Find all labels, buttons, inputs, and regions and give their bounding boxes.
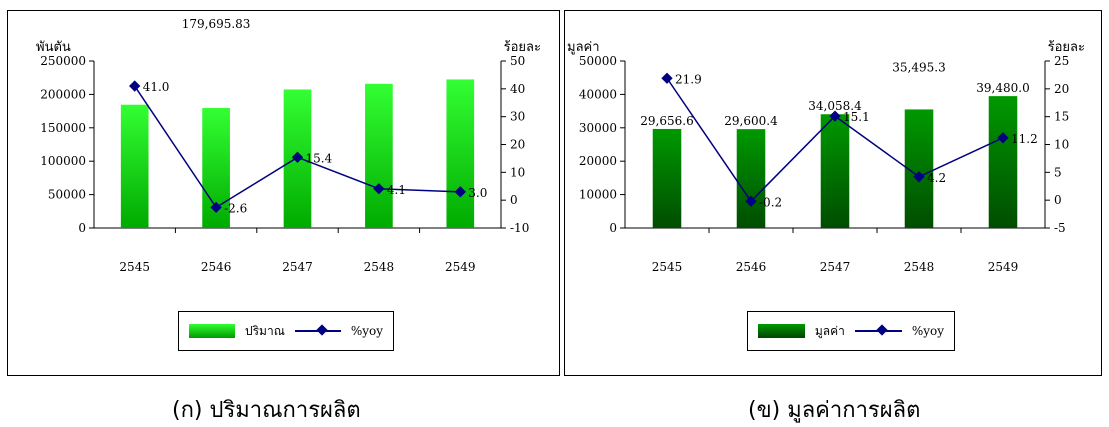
x-tick-label: 2549 (988, 260, 1019, 274)
x-tick-label: 2546 (736, 260, 767, 274)
y-left-tick-label: 200000 (40, 87, 86, 101)
legend-volume: ปริมาณ %yoy (178, 311, 394, 351)
bar-data-label: 39,480.0 (976, 81, 1029, 95)
yoy-data-label: 41.0 (143, 80, 170, 94)
legend-bar-swatch (189, 324, 235, 338)
bar (446, 79, 475, 229)
y-left-tick-label: 50000 (48, 188, 86, 202)
yoy-point (291, 151, 304, 163)
legend-line-marker (294, 324, 341, 338)
chart-volume-svg: พันตัน ร้อยละ 0 50000 100000 150000 200000 2500… (36, 17, 541, 274)
y-right-tick-label: 20 (1054, 82, 1069, 96)
y-left-tick-label: 20000 (579, 154, 617, 168)
y-right-tick-label: 0 (510, 193, 518, 207)
bar-data-label: 35,495.3 (892, 60, 945, 74)
y-right-tick-label: -10 (510, 221, 529, 235)
bar (652, 128, 682, 228)
bar (120, 104, 149, 228)
y-right-tick-label: -5 (1054, 221, 1066, 235)
legend-bar-label: มูลค่า (814, 323, 845, 338)
legend-bar-swatch (758, 324, 805, 338)
yoy-point (745, 195, 757, 207)
x-tick-label: 2548 (364, 260, 395, 274)
yoy-point (129, 80, 141, 92)
bar (988, 96, 1018, 228)
y-right-tick-label: 15 (1054, 110, 1069, 124)
x-tick-label: 2547 (820, 260, 851, 274)
bar (365, 83, 393, 228)
bar (820, 114, 850, 228)
yoy-data-label: 21.9 (675, 72, 702, 86)
y-left-tick-label: 250000 (40, 54, 86, 68)
yoy-point (373, 183, 385, 195)
y-left-tick-label: 40000 (579, 87, 617, 101)
bar (904, 109, 934, 228)
yoy-point (997, 132, 1009, 144)
caption-value: (ข) มูลค่าการผลิต (748, 398, 921, 423)
x-tick-label: 2549 (445, 260, 476, 274)
legend-bar-label: ปริมาณ (244, 323, 285, 338)
y-right-tick-label: 20 (510, 138, 525, 152)
x-tick-label: 2548 (904, 260, 935, 274)
y-right-tick-label: 50 (510, 54, 525, 68)
yoy-point (210, 201, 222, 214)
y-left-tick-label: 30000 (579, 121, 617, 135)
yoy-data-label: 15.4 (306, 151, 333, 165)
x-tick-label: 2547 (282, 260, 313, 274)
x-tick-label: 2546 (201, 260, 232, 274)
y-right-tick-label: 25 (1054, 54, 1069, 68)
yoy-data-label: 4.2 (927, 171, 946, 185)
bar-data-label: 29,600.4 (724, 114, 778, 128)
bar (736, 129, 766, 228)
y-left-axis-title: มูลค่า (567, 40, 600, 55)
y-right-tick-label: 10 (1054, 138, 1069, 152)
chart-panel-volume: พันตัน ร้อยละ 0 50000 100000 150000 200000 2500… (7, 10, 560, 376)
bar-data-label: 29,656.6 (640, 114, 693, 128)
caption-volume: (ก) ปริมาณการผลิต (172, 398, 361, 423)
bar-data-label: 179,695.83 (182, 17, 251, 31)
yoy-data-label: 4.1 (387, 183, 406, 197)
y-left-axis-title: พันตัน (36, 40, 71, 55)
y-right-tick-label: 10 (510, 165, 525, 179)
y-right-axis-title: ร้อยละ (1048, 40, 1085, 55)
legend-line-label: %yoy (350, 324, 383, 338)
y-left-tick-label: 10000 (579, 188, 617, 202)
legend-line-label: %yoy (911, 324, 944, 338)
y-left-tick-label: 100000 (40, 154, 86, 168)
x-tick-label: 2545 (652, 260, 683, 274)
legend-line-marker (854, 324, 902, 338)
x-tick-label: 2545 (119, 260, 150, 274)
y-left-tick-label: 150000 (40, 121, 86, 135)
y-right-tick-label: 30 (510, 110, 525, 124)
y-left-tick-label: 0 (609, 221, 617, 235)
y-right-tick-label: 0 (1054, 193, 1062, 207)
yoy-data-label: -2.6 (224, 201, 247, 215)
chart-panel-value: มูลค่า ร้อยละ 0 10000 20000 30000 40000 50000 -5… (564, 10, 1102, 376)
yoy-data-label: 11.2 (1011, 132, 1038, 146)
yoy-point (913, 171, 925, 183)
yoy-point (661, 72, 673, 84)
y-right-axis-title: ร้อยละ (504, 40, 541, 55)
chart-value-svg: มูลค่า ร้อยละ 0 10000 20000 30000 40000 50000 -5… (567, 40, 1085, 274)
yoy-point (454, 186, 466, 198)
y-left-tick-label: 50000 (579, 54, 617, 68)
legend-value: มูลค่า %yoy (747, 311, 955, 351)
y-right-tick-label: 40 (510, 82, 525, 96)
bar-data-label: 34,058.4 (808, 99, 862, 113)
y-right-tick-label: 5 (1054, 165, 1062, 179)
yoy-data-label: 3.0 (468, 186, 487, 200)
y-left-tick-label: 0 (78, 221, 86, 235)
yoy-data-label: -0.2 (759, 195, 782, 209)
yoy-data-label: 15.1 (843, 110, 870, 124)
